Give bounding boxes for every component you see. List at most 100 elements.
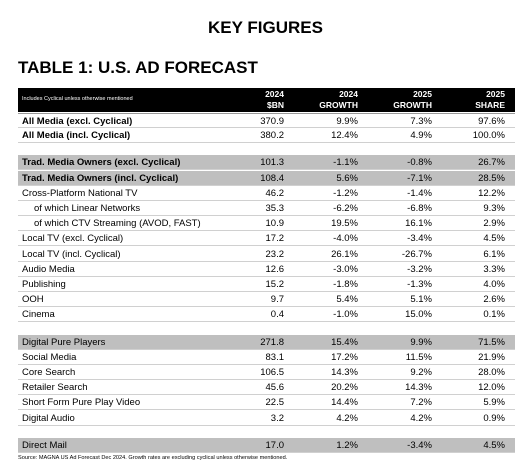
cell-value: 3.2 [270, 412, 284, 424]
row-label: Social Media [22, 351, 77, 363]
cell-value: 12.0% [478, 382, 505, 394]
cell-value: 28.0% [478, 367, 505, 378]
cell-value: 46.2 [265, 187, 285, 199]
cell-value: 15.4% [331, 336, 358, 348]
column-header: GROWTH [393, 100, 432, 110]
table-row: Core Search 106.5 14.3% 9.2% 28.0% [18, 365, 515, 380]
cell-value: -1.8% [333, 279, 358, 290]
table-row: Social Media 83.1 17.2% 11.5% 21.9% [18, 349, 515, 365]
cell-value: 26.7% [478, 157, 505, 169]
cell-value: 17.2 [265, 233, 285, 245]
cell-value: 9.2% [410, 367, 432, 378]
column-header: $BN [266, 100, 284, 110]
cell-value: 17.2% [331, 351, 358, 363]
cell-value: 7.2% [410, 397, 432, 409]
cell-value: -0.8% [407, 157, 432, 169]
row-label: Digital Pure Players [22, 336, 106, 348]
source-note: Source: MAGNA US Ad Forecast Dec 2024. G… [18, 455, 288, 461]
cell-value: 14.4% [331, 397, 358, 409]
table-row: Audio Media 12.6 -3.0% -3.2% 3.3% [18, 261, 515, 277]
cell-value: 380.2 [260, 130, 284, 142]
cell-value: 9.9% [410, 336, 432, 348]
row-label: Trad. Media Owners (incl. Cyclical) [22, 172, 179, 184]
cell-value: 71.5% [478, 336, 505, 348]
cell-value: -1.3% [407, 279, 432, 290]
row-label: Local TV (incl. Cyclical) [22, 248, 121, 260]
cell-value: 26.1% [331, 248, 358, 260]
cell-value: 9.9% [336, 116, 358, 127]
cell-value: -6.8% [407, 203, 432, 214]
row-label: Digital Audio [22, 412, 75, 424]
row-label: Retailer Search [22, 382, 88, 394]
cell-value: 5.1% [410, 294, 432, 306]
cell-value: 11.5% [405, 351, 432, 363]
cell-value: -26.7% [401, 248, 432, 260]
row-label: Cinema [22, 309, 55, 321]
cell-value: 101.3 [260, 157, 284, 169]
cell-value: 12.4% [331, 130, 358, 142]
cell-value: 12.2% [478, 187, 505, 199]
cell-value: 97.6% [478, 116, 505, 127]
column-header: SHARE [475, 100, 505, 110]
row-label: Local TV (excl. Cyclical) [22, 233, 124, 245]
cell-value: -7.1% [407, 172, 432, 184]
table-row: Retailer Search 45.6 20.2% 14.3% 12.0% [18, 380, 515, 396]
cell-value: 4.9% [410, 130, 432, 142]
table-row: Trad. Media Owners (incl. Cyclical) 108.4… [18, 170, 515, 186]
row-label: Short Form Pure Play Video [22, 397, 141, 409]
column-header: GROWTH [319, 100, 358, 110]
row-label: All Media (incl. Cyclical) [22, 130, 131, 142]
cell-value: -3.4% [407, 439, 432, 451]
column-header: 2024 [339, 89, 358, 99]
cell-value: 16.1% [405, 218, 432, 230]
table-row: All Media (excl. Cyclical) 370.9 9.9% 7.3% 9… [18, 113, 515, 128]
table-row: Local TV (incl. Cyclical) 23.2 26.1% -26.7%… [18, 246, 515, 262]
row-label: Core Search [22, 367, 76, 378]
row-label: Trad. Media Owners (excl. Cyclical) [22, 157, 181, 169]
cell-value: -3.0% [333, 263, 358, 275]
cell-value: 9.7 [270, 294, 284, 306]
cell-value: 0.9% [483, 412, 505, 424]
cell-value: 106.5 [260, 367, 284, 378]
cell-value: 35.3 [265, 203, 285, 214]
cell-value: 7.3% [410, 116, 432, 127]
cell-value: 12.6 [265, 263, 285, 275]
table-row: Digital Audio 3.2 4.2% 4.2% 0.9% [18, 410, 515, 426]
cell-value: 271.8 [260, 336, 284, 348]
cell-value: 21.9% [478, 351, 505, 363]
table-row: of which Linear Networks 35.3 -6.2% -6.8% 9.… [18, 201, 515, 216]
table-header: Includes Cyclical unless otherwise menti… [18, 88, 515, 112]
cell-value: 0.1% [483, 309, 505, 321]
table-row: Cinema 0.4 -1.0% 15.0% 0.1% [18, 307, 515, 323]
cell-value: -1.2% [333, 187, 358, 199]
row-label: Direct Mail [22, 439, 67, 451]
cell-value: 4.5% [483, 439, 505, 451]
cell-value: 28.5% [478, 172, 505, 184]
cell-value: 14.3% [405, 382, 432, 394]
cell-value: 5.4% [336, 294, 358, 306]
cell-value: 6.1% [483, 248, 505, 260]
cell-value: 19.5% [331, 218, 358, 230]
cell-value: 20.2% [331, 382, 358, 394]
cell-value: 23.2 [265, 248, 285, 260]
table-row: All Media (incl. Cyclical) 380.2 12.4% 4.9%… [18, 128, 515, 144]
table-row: Digital Pure Players 271.8 15.4% 9.9% 71.5% [18, 334, 515, 350]
page-title: KEY FIGURES [208, 18, 323, 37]
table-row: Trad. Media Owners (excl. Cyclical) 101.3… [18, 155, 515, 171]
table-row: of which CTV Streaming (AVOD, FAST) 10.9 1… [18, 216, 515, 232]
cell-value: 0.4 [270, 309, 284, 321]
cell-value: 3.3% [483, 263, 505, 275]
cell-value: -1.0% [333, 309, 358, 321]
row-label: Cross-Platform National TV [22, 187, 138, 199]
cell-value: -3.4% [407, 233, 432, 245]
cell-value: -1.4% [407, 187, 432, 199]
column-header: 2025 [413, 89, 432, 99]
table-row: Direct Mail 17.0 1.2% -3.4% 4.5% [18, 437, 515, 453]
cell-value: 17.0 [265, 439, 285, 451]
table-title: TABLE 1: U.S. AD FORECAST [18, 58, 258, 77]
table-note: Includes Cyclical unless otherwise menti… [22, 96, 133, 102]
cell-value: 2.6% [483, 294, 505, 306]
row-label: Publishing [22, 279, 66, 290]
cell-value: -4.0% [333, 233, 358, 245]
